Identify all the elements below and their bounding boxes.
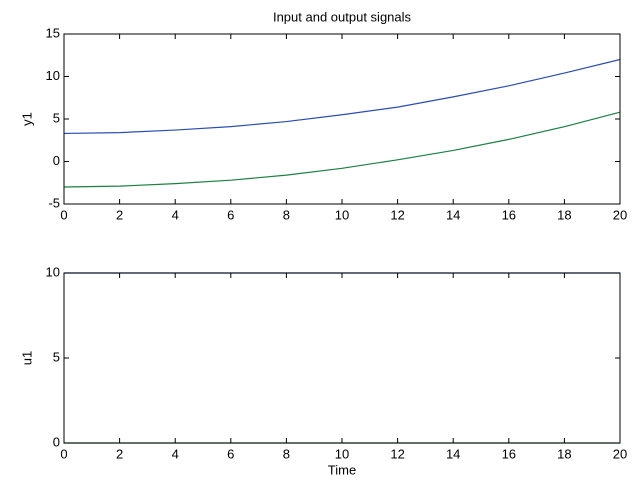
y-tick-label: 15: [46, 25, 60, 40]
y-tick-label: 5: [53, 349, 60, 364]
x-tick-label: 4: [172, 446, 179, 461]
chart-title: Input and output signals: [273, 9, 412, 24]
y-tick-label: -5: [48, 195, 60, 210]
x-tick-label: 12: [390, 207, 404, 222]
x-tick-label: 6: [227, 446, 234, 461]
x-tick-label: 16: [502, 207, 516, 222]
y-tick-label: 0: [53, 153, 60, 168]
x-tick-label: 6: [227, 207, 234, 222]
y-tick-label: 10: [46, 68, 60, 83]
y-tick-label: 5: [53, 110, 60, 125]
x-tick-label: 14: [446, 446, 460, 461]
x-tick-label: 8: [283, 207, 290, 222]
x-tick-label: 18: [557, 446, 571, 461]
x-axis-label: Time: [328, 462, 356, 477]
data-line: [63, 58, 621, 135]
x-tick-label: 16: [502, 446, 516, 461]
x-tick-label: 10: [335, 207, 349, 222]
y-axis-label: y1: [19, 112, 34, 126]
x-tick-label: 2: [116, 446, 123, 461]
x-tick-label: 2: [116, 207, 123, 222]
y-tick-label: 0: [53, 434, 60, 449]
x-tick-label: 4: [172, 207, 179, 222]
x-tick-label: 10: [335, 446, 349, 461]
axes-frame: [63, 33, 621, 205]
x-tick-label: 14: [446, 207, 460, 222]
x-tick-label: 12: [390, 446, 404, 461]
x-tick-label: 18: [557, 207, 571, 222]
y-axis-label: u1: [19, 351, 34, 365]
x-tick-label: 0: [60, 446, 67, 461]
data-line: [63, 111, 621, 188]
x-tick-label: 20: [613, 446, 627, 461]
axes-frame: [63, 272, 621, 444]
x-tick-label: 20: [613, 207, 627, 222]
y-tick-label: 10: [46, 264, 60, 279]
x-tick-label: 8: [283, 446, 290, 461]
x-tick-label: 0: [60, 207, 67, 222]
